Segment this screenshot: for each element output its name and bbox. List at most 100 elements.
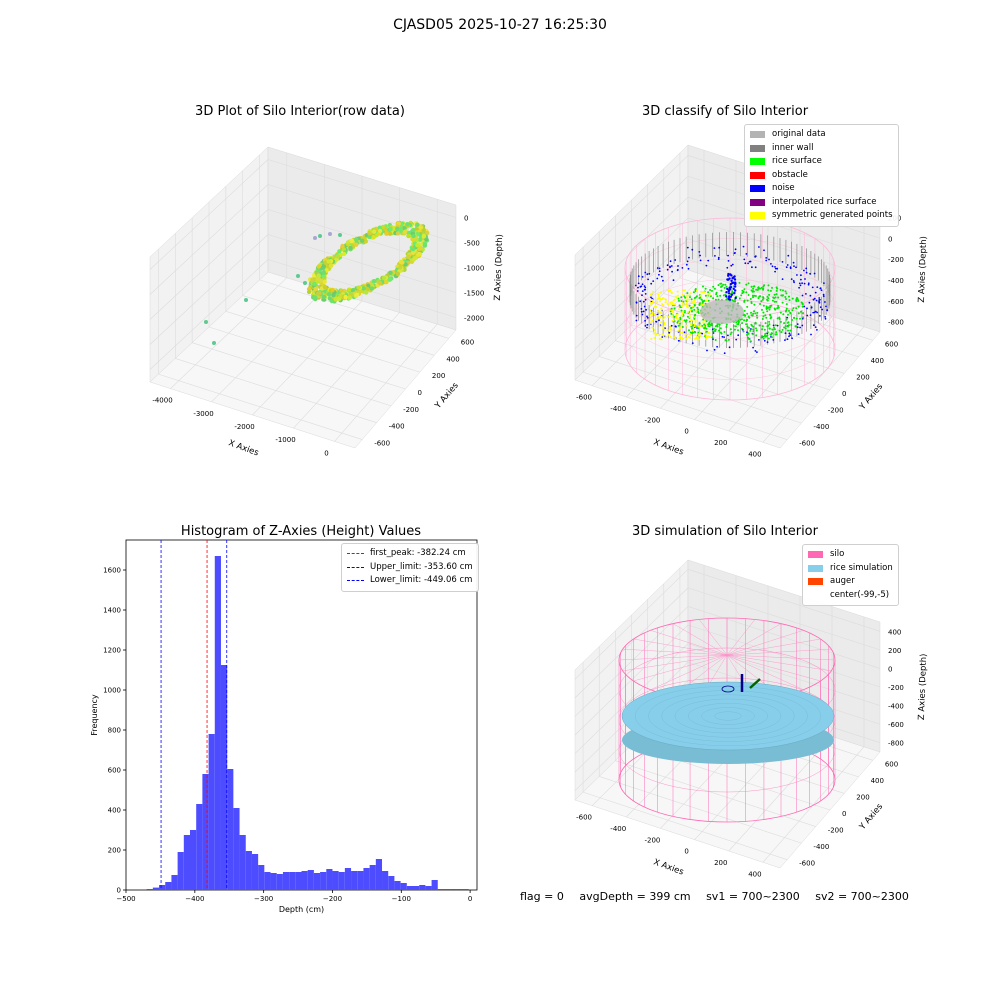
rice-point <box>793 316 796 319</box>
symmetric-point <box>666 329 669 332</box>
legend-item-silo: silo <box>808 548 893 562</box>
symmetric-point <box>685 324 688 327</box>
rice-point <box>713 327 715 330</box>
noise-point <box>754 266 757 269</box>
rice-point <box>775 293 778 296</box>
noise-point <box>823 282 825 284</box>
symmetric-point <box>686 294 689 297</box>
noise-point <box>787 254 790 257</box>
rice-point <box>680 296 683 299</box>
noise-point <box>713 348 716 351</box>
noise-point <box>644 319 646 322</box>
rice-point <box>753 285 756 288</box>
point <box>377 280 383 286</box>
symmetric-point <box>681 337 684 340</box>
rice-point <box>711 336 714 339</box>
symmetric-point <box>685 337 688 340</box>
point <box>326 292 332 297</box>
p2-ygrid <box>582 371 788 440</box>
symmetric-point <box>658 317 660 320</box>
rice-point <box>696 306 699 309</box>
rice-point <box>766 331 769 334</box>
rice-point <box>757 297 760 300</box>
rice-point <box>691 310 693 313</box>
rice-point <box>740 318 743 321</box>
p4-silo-roof-line <box>650 630 728 656</box>
noise-point <box>635 319 638 322</box>
noise-point <box>727 274 730 277</box>
rice-point <box>788 309 790 312</box>
symmetric-point <box>668 309 671 312</box>
rice-point <box>773 307 776 310</box>
point <box>318 234 322 238</box>
rice-point <box>769 313 771 316</box>
legend-item-first-peak: first_peak: -382.24 cm <box>347 547 473 561</box>
noise-point <box>819 315 821 317</box>
p4-silo-roof-line <box>726 654 836 661</box>
rice-point <box>746 333 748 336</box>
rice-point <box>761 308 763 311</box>
noise-point <box>668 331 671 334</box>
noise-point <box>743 258 746 261</box>
rice-point <box>778 329 781 332</box>
noise-point <box>644 286 647 289</box>
legend-label: first_peak: -382.24 cm <box>370 548 466 558</box>
symmetric-point <box>681 294 684 296</box>
p2-ytick-label: -200 <box>828 407 844 415</box>
x-tick-label: −400 <box>185 895 204 903</box>
p2-zgrid <box>574 217 689 329</box>
noise-point <box>640 308 643 310</box>
p1-xtick-label: -4000 <box>152 397 172 405</box>
point <box>338 233 342 237</box>
noise-point <box>734 296 737 300</box>
noise-point <box>691 342 694 344</box>
original-data-cluster <box>700 300 744 324</box>
noise-point <box>814 326 817 328</box>
rice-point <box>700 298 703 301</box>
symmetric-point <box>674 295 677 298</box>
noise-point <box>723 352 726 355</box>
p1-zgrid <box>149 159 269 270</box>
histogram-bar <box>351 871 358 890</box>
rice-point <box>753 303 756 306</box>
point <box>315 291 321 296</box>
rice-point <box>773 328 776 331</box>
symmetric-point <box>695 310 698 313</box>
symmetric-point <box>673 336 676 339</box>
p2-ygrid <box>615 340 816 407</box>
symmetric-point <box>693 299 696 302</box>
p4-silo-roof-line <box>726 619 756 656</box>
noise-point <box>818 297 821 299</box>
point <box>328 232 332 236</box>
symmetric-point <box>690 323 693 326</box>
p2-xtick-label: 0 <box>684 428 688 436</box>
rice-point <box>714 298 717 301</box>
noise-point <box>796 323 799 325</box>
rice-point <box>743 314 746 317</box>
point <box>339 288 344 293</box>
noise-point <box>786 338 789 341</box>
rice-point <box>723 331 726 333</box>
symmetric-point <box>656 298 659 301</box>
symmetric-point <box>682 303 685 306</box>
rice-point <box>734 300 737 303</box>
point <box>406 233 411 239</box>
noise-point <box>756 351 758 353</box>
rice-point <box>788 299 791 302</box>
rice-point <box>738 297 741 300</box>
noise-point <box>730 279 733 282</box>
p1-zgrid <box>149 259 269 370</box>
noise-point <box>728 346 731 349</box>
rice-point <box>746 312 749 315</box>
rice-point <box>762 337 765 340</box>
rice-point <box>799 317 801 320</box>
p4-silo-roof-line <box>633 638 728 656</box>
symmetric-point <box>663 316 666 319</box>
noise-point <box>705 264 708 267</box>
rice-point <box>693 308 696 311</box>
p1-ygrid <box>225 310 421 373</box>
rice-point <box>690 325 693 328</box>
rice-point <box>714 339 717 341</box>
noise-point <box>642 300 645 303</box>
rice-point <box>684 320 687 323</box>
